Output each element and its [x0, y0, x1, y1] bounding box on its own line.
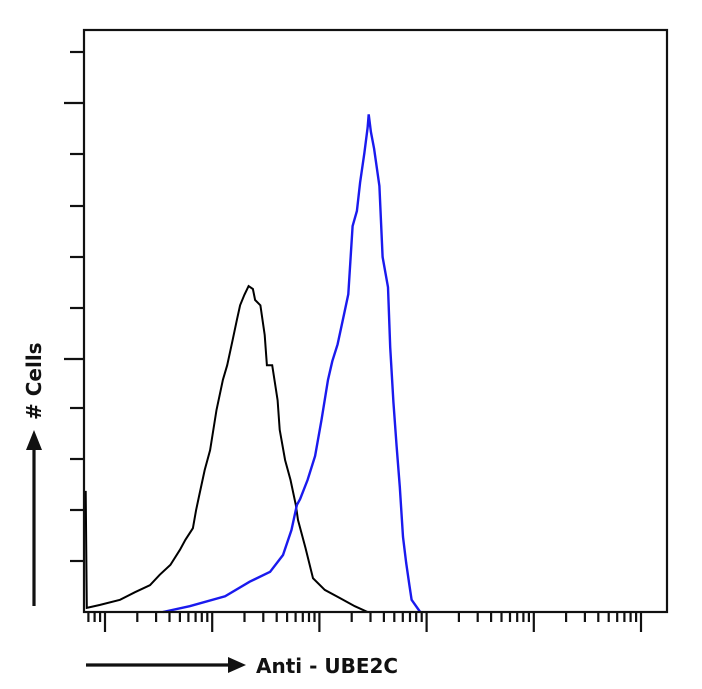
y-axis-ticks — [64, 50, 84, 563]
x-axis-arrow-icon — [228, 657, 246, 673]
x-axis-ticks — [87, 612, 643, 632]
y-axis-label: # Cells — [22, 342, 46, 420]
histogram-series — [84, 114, 422, 614]
x-axis-label-group: Anti - UBE2C — [86, 654, 398, 678]
y-axis-arrow-icon — [26, 430, 42, 450]
plot-frame — [82, 28, 669, 614]
x-axis-label: Anti - UBE2C — [256, 654, 398, 678]
ube2c-histogram-line — [162, 114, 422, 614]
y-axis-label-group: # Cells — [22, 342, 46, 606]
control-histogram-line — [84, 284, 369, 613]
